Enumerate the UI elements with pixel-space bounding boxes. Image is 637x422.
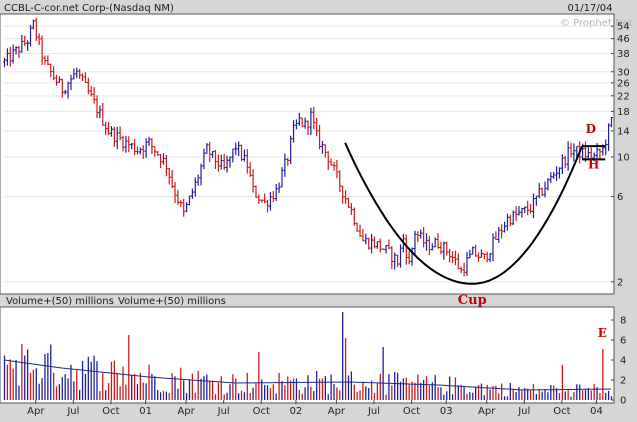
x-tick-label: Jul xyxy=(217,406,230,417)
watermark: © Prophet.Net xyxy=(560,18,633,29)
x-tick-label: Jul xyxy=(517,406,530,417)
x-tick-label: 02 xyxy=(290,406,303,417)
volume-ma-line xyxy=(3,359,612,391)
x-tick-label: Apr xyxy=(27,406,45,417)
price-tick-label: 18 xyxy=(617,107,630,118)
price-tick-label: 26 xyxy=(617,78,630,89)
x-tick-label: 03 xyxy=(440,406,453,417)
annotation-cup: Cup xyxy=(458,293,487,308)
price-tick-label: 10 xyxy=(617,152,630,163)
x-tick-label: Oct xyxy=(253,406,270,417)
annotation-e: E xyxy=(598,326,607,340)
price-tick-label: 30 xyxy=(617,67,630,78)
chart-title: CCBL-C-cor.net Corp-(Nasdaq NM) xyxy=(4,3,174,14)
x-tick-label: Apr xyxy=(328,406,346,417)
volume-tick-label: 8 xyxy=(620,316,626,327)
price-tick-label: 22 xyxy=(617,91,630,102)
x-tick-label: Apr xyxy=(177,406,195,417)
volume-bars xyxy=(3,312,613,400)
x-tick-label: 01 xyxy=(139,406,152,417)
x-tick-label: Oct xyxy=(102,406,119,417)
volume-title-b: Volume+(50) millions xyxy=(118,296,226,307)
price-tick-label: 54 xyxy=(617,22,630,33)
price-tick-label: 2 xyxy=(617,277,623,288)
volume-tick-label: 4 xyxy=(620,356,626,367)
volume-tick-label: 0 xyxy=(620,396,626,407)
price-gridlines xyxy=(4,25,614,283)
x-tick-label: Apr xyxy=(478,406,496,417)
annotation-handle: H xyxy=(588,158,599,172)
volume-title-a: Volume+(50) millions xyxy=(6,296,114,307)
x-tick-label: Oct xyxy=(553,406,570,417)
annotation-d: D xyxy=(586,122,596,136)
volume-tick-label: 2 xyxy=(620,376,626,387)
price-bars xyxy=(3,18,613,277)
x-tick-label: Jul xyxy=(367,406,380,417)
price-panel-bg xyxy=(0,13,615,295)
price-tick-label: 38 xyxy=(617,49,630,60)
cup-handle-overlay: Cup H D E xyxy=(344,122,607,340)
x-tick-label: Oct xyxy=(403,406,420,417)
x-axis: Apr Jul Oct 01 Apr Jul Oct 02 Apr Jul Oct 03 Apr Jul O… xyxy=(27,400,603,417)
volume-panel-bg xyxy=(0,306,615,404)
price-tick-label: 14 xyxy=(617,126,630,137)
volume-tick-label: 6 xyxy=(620,336,626,347)
chart-date: 01/17/04 xyxy=(568,3,613,14)
price-tick-label: 46 xyxy=(617,34,630,45)
x-tick-label: Jul xyxy=(66,406,79,417)
cup-curve xyxy=(344,142,584,285)
price-tick-label: 6 xyxy=(617,192,623,203)
x-tick-label: 04 xyxy=(590,406,603,417)
volume-axis: 8 6 4 2 0 xyxy=(611,316,626,407)
